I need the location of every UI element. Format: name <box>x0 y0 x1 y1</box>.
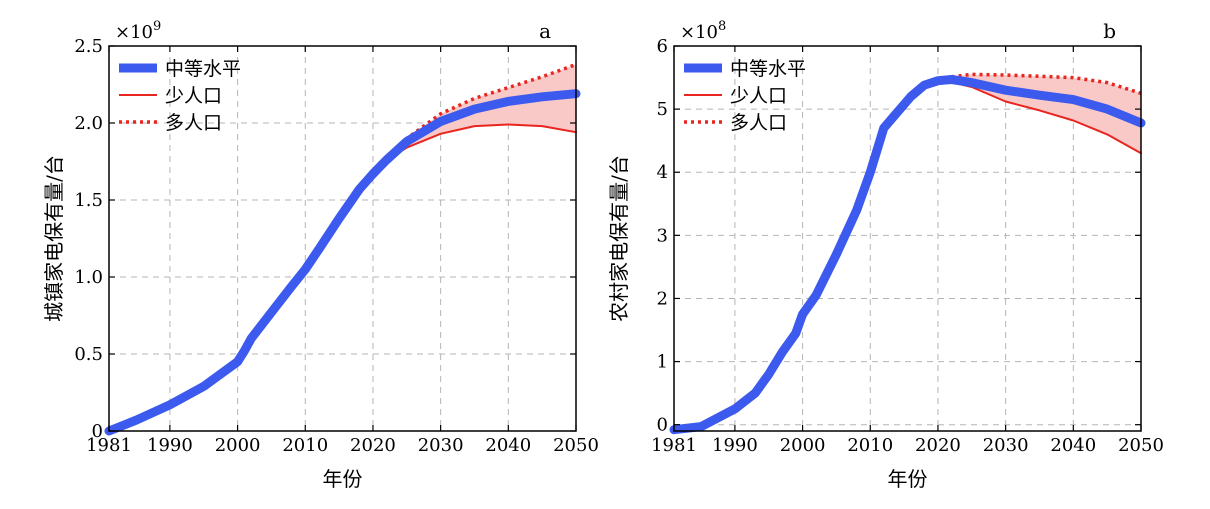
x-tick-label: 1990 <box>712 435 758 456</box>
x-tick-label: 2000 <box>215 435 261 456</box>
y-tick-label: 3 <box>657 225 668 246</box>
x-tick-label: 2010 <box>282 435 328 456</box>
legend-label-2: 多人口 <box>165 112 222 134</box>
y-multiplier-exponent: 9 <box>153 19 161 34</box>
panel-label: a <box>539 19 551 43</box>
legend-label-2: 多人口 <box>730 112 787 134</box>
plot-frame <box>673 45 1142 432</box>
y-multiplier: ×108 <box>680 19 726 43</box>
legend-label-0: 中等水平 <box>165 58 241 80</box>
y-tick-label: 2.0 <box>74 113 103 134</box>
x-axis-label: 年份 <box>888 467 928 491</box>
chart-panel-a: 1981 1990 2000 2010 2020 2030 2040 2050 0 0.5 1.0 1… <box>42 19 599 491</box>
y-axis-label: 城镇家电保有量/台 <box>42 155 66 322</box>
y-multiplier-exponent: 8 <box>718 19 726 34</box>
y-axis-label: 农村家电保有量/台 <box>607 155 631 322</box>
series-line-0 <box>669 75 1146 435</box>
x-tick-label: 2000 <box>780 435 826 456</box>
series-line-1 <box>385 123 577 161</box>
y-multiplier-base: ×10 <box>680 22 718 43</box>
x-tick-label: 1990 <box>147 435 193 456</box>
x-tick-label: 2050 <box>553 435 599 456</box>
y-tick-label: 0 <box>657 415 668 436</box>
y-tick-label: 2 <box>657 288 668 309</box>
y-tick-label: 0.5 <box>74 344 103 365</box>
x-tick-label: 2040 <box>485 435 531 456</box>
range-band <box>944 74 1141 154</box>
y-tick-label: 0 <box>92 421 103 442</box>
chart-panel-b: 1981 1990 2000 2010 2020 2030 2040 2050 0 1 2 3 4 5 6 ×… <box>607 19 1164 491</box>
y-multiplier-base: ×10 <box>115 22 153 43</box>
y-tick-label: 5 <box>657 99 668 120</box>
x-tick-label: 2050 <box>1118 435 1164 456</box>
x-tick-label: 2030 <box>418 435 464 456</box>
legend-label-0: 中等水平 <box>730 58 806 80</box>
panel-label: b <box>1103 19 1116 43</box>
x-tick-label: 2030 <box>983 435 1029 456</box>
legend-label-1: 少人口 <box>165 85 222 107</box>
y-tick-label: 1.0 <box>74 267 103 288</box>
x-tick-label: 2020 <box>350 435 396 456</box>
x-tick-label: 2040 <box>1050 435 1096 456</box>
y-tick-label: 1 <box>657 352 668 373</box>
series-line-0 <box>104 89 581 436</box>
x-tick-label: 2020 <box>915 435 961 456</box>
legend-label-1: 少人口 <box>730 85 787 107</box>
y-multiplier: ×109 <box>115 19 161 43</box>
x-tick-label: 1981 <box>651 435 697 456</box>
y-tick-label: 6 <box>657 36 668 57</box>
y-tick-label: 2.5 <box>74 36 103 57</box>
x-axis-label: 年份 <box>323 467 363 491</box>
x-tick-label: 2010 <box>847 435 893 456</box>
range-band <box>386 64 576 160</box>
series-line-2 <box>944 72 1142 95</box>
plot-frame <box>108 45 577 432</box>
x-tick-label: 1981 <box>86 435 132 456</box>
y-tick-label: 4 <box>657 162 668 183</box>
y-tick-label: 1.5 <box>74 190 103 211</box>
